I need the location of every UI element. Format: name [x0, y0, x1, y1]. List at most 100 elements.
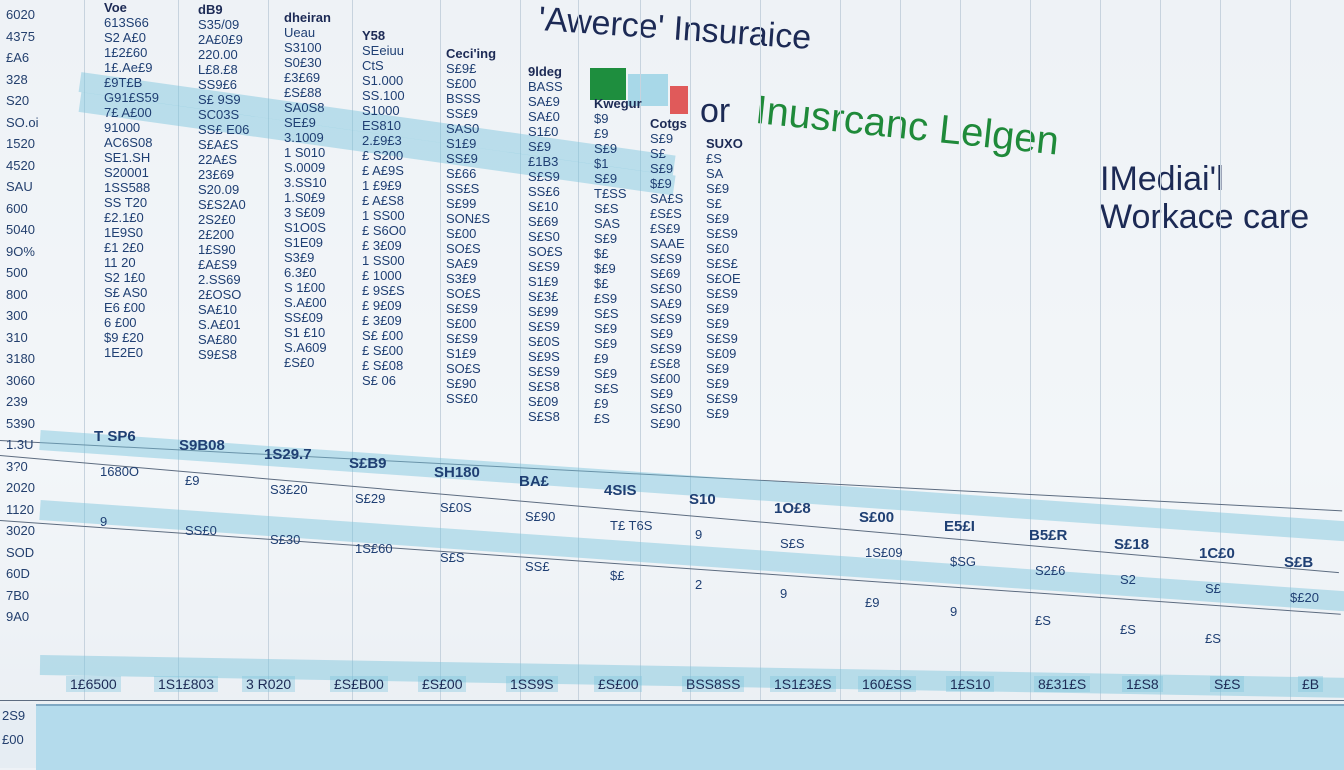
grid-line [178, 0, 179, 700]
cell: S£69 [650, 266, 681, 281]
title-right: IMediai'l Workace care [1100, 160, 1310, 236]
cell: S£S9 [706, 331, 738, 346]
cell: 2£200 [198, 227, 235, 242]
cell: S£66 [446, 166, 477, 181]
lower-cell: £S [1205, 631, 1221, 646]
cell: 3.SS10 [284, 175, 327, 190]
cell: S£S9 [706, 226, 738, 241]
cell: S35/09 [198, 17, 240, 32]
total-cell: 1SS9S [506, 676, 558, 692]
cell: 1 £9£9 [362, 178, 402, 193]
cell: 613S66 [104, 15, 149, 30]
cell: S£S [594, 306, 619, 321]
cell: S£9 [706, 211, 730, 226]
row-label: 1.3U [6, 437, 34, 452]
cell: S£9 [594, 336, 618, 351]
cell: $9 [594, 111, 609, 126]
cell: CtS [362, 58, 384, 73]
highlight-cell: SH180 [434, 464, 480, 481]
cell: S£S9 [650, 311, 682, 326]
grid-line [900, 0, 901, 700]
cell: S.0009 [284, 160, 326, 175]
cell: £ 1000 [362, 268, 402, 283]
lower-cell: 9 [100, 514, 108, 529]
cell: S3£9 [284, 250, 315, 265]
row-label: 60D [6, 566, 30, 581]
cell: S£00 [446, 76, 477, 91]
cell: S1£9 [446, 136, 477, 151]
row-label: 3180 [6, 351, 35, 366]
cell: G91£S59 [104, 90, 159, 105]
cell: S£9 [594, 171, 618, 186]
data-column: Y58 SEeiuu CtS S1.000 SS.100 S1000 ES810 2.£9£3… [362, 28, 406, 388]
data-column: Voe 613S66 S2 A£0 1£2£60 1£.Ae£9 £9T£B G91£S59… [104, 0, 159, 360]
cell: 1 SS00 [362, 253, 405, 268]
lower-cell: 9 [780, 586, 788, 601]
cell: 3.1009 [284, 130, 324, 145]
cell: S£ £00 [362, 328, 404, 343]
cell: S2 1£0 [104, 270, 146, 285]
cell: £S [594, 411, 610, 426]
cell: SAAE [650, 236, 685, 251]
cell: SO£S [446, 241, 481, 256]
cell: S£S8 [528, 409, 560, 424]
grid-line [640, 0, 641, 700]
cell: £ A£9S [362, 163, 404, 178]
lower-cell: £S [1120, 622, 1136, 637]
lower-cell: T£ T6S [610, 518, 653, 533]
cell: $9 £20 [104, 330, 144, 345]
grid-line [960, 0, 961, 700]
legend-swatch-red [670, 86, 688, 114]
totals-row: 1£6500 1S1£803 3 R020 £S£B00 £S£00 1SS9S £S£00… [0, 676, 1344, 700]
lower-cell: S£90 [525, 509, 556, 524]
cell: T£SS [594, 186, 627, 201]
cell: S£09 [706, 346, 737, 361]
cell: S1£0 [528, 124, 559, 139]
cell: S£0S [528, 334, 560, 349]
data-column: dheiran Ueau S3100 S0£30 £3£69 £S£88 SA0S8 SE£9… [284, 10, 331, 370]
footer-labels: 2S9 £00 [0, 704, 38, 768]
highlight-cell: 4SIS [604, 482, 637, 499]
cell: S1000 [362, 103, 400, 118]
cell: 6.3£0 [284, 265, 317, 280]
row-label: 9O% [6, 243, 35, 259]
total-cell: £B [1298, 676, 1324, 692]
grid-line [1220, 0, 1221, 700]
row-label: 500 [6, 265, 28, 280]
cell: SO£S [446, 361, 481, 376]
cell: £ 3£09 [362, 238, 402, 253]
cell: S1E09 [284, 235, 324, 250]
highlight-cell: S£18 [1114, 536, 1150, 553]
cell: £ A£S8 [362, 193, 404, 208]
data-column: 9ldeg BASS SA£9 SA£0 S1£0 S£9 £1B3 S£S9 SS£6 S£10… [528, 64, 563, 424]
cell: S9£S8 [198, 347, 238, 362]
cell: S£S9 [528, 319, 560, 334]
cell: $£9 [594, 261, 616, 276]
cell: £ S6O0 [362, 223, 407, 238]
cell: SE£9 [284, 115, 316, 130]
cell: S£A£S [198, 137, 239, 152]
cell: 6 £00 [104, 315, 137, 330]
cell: S£9 [594, 321, 618, 336]
grid-line [840, 0, 841, 700]
cell: £A£S9 [198, 257, 238, 272]
cell: $£ [594, 246, 609, 261]
cell: SA [706, 166, 724, 181]
cell: S£S0 [650, 281, 682, 296]
grid-line [520, 0, 521, 700]
cell: S2 A£0 [104, 30, 146, 45]
row-label: 1520 [6, 136, 35, 151]
highlight-cell: E5£I [944, 518, 975, 535]
footer-label: 2S9 [2, 708, 26, 723]
total-cell: 1S1£3£S [770, 676, 836, 692]
cell: SA£9 [650, 296, 682, 311]
row-label: 3020 [6, 523, 35, 538]
data-column: Ceci'ing S£9£ S£00 BSSS SS£9 SAS0 S1£9 SS£9 S£66… [446, 46, 496, 406]
cell: £S£88 [284, 85, 322, 100]
row-label: 3?0 [6, 458, 28, 474]
cell: S£90 [650, 416, 681, 431]
cell: £ 9£09 [362, 298, 402, 313]
lower-cell: S2£6 [1035, 563, 1066, 578]
lower-cell: SS£ [525, 559, 550, 574]
cell: £1B3 [528, 154, 559, 169]
